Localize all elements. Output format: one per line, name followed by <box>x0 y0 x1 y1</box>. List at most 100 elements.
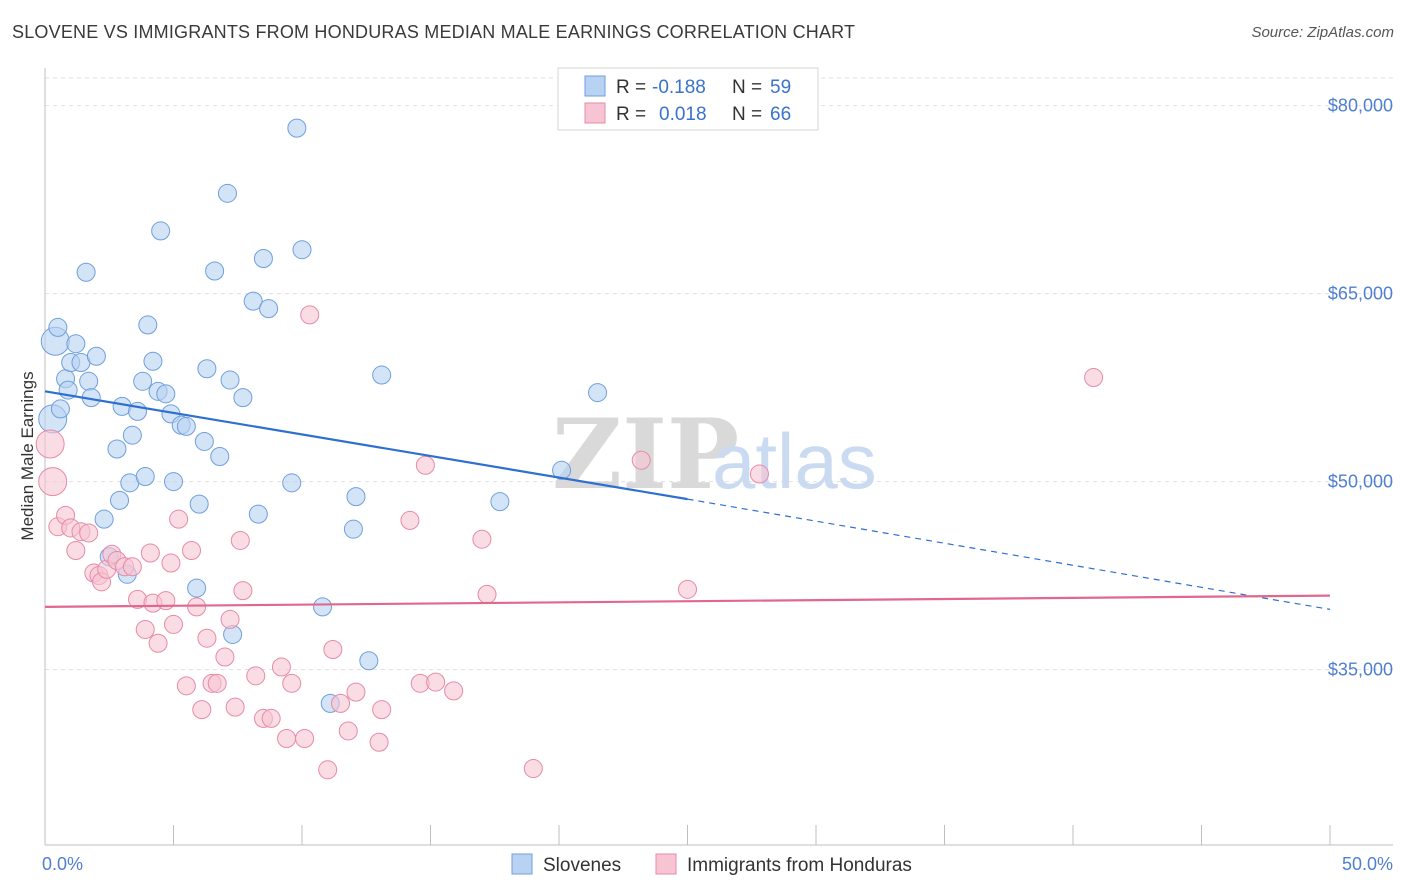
honduras-point <box>187 597 207 617</box>
slovene-point <box>86 346 106 366</box>
honduras-point <box>523 759 543 779</box>
honduras-point <box>169 509 189 529</box>
slovene-point <box>107 439 127 459</box>
honduras-point <box>426 672 446 692</box>
slovene-point <box>359 651 379 671</box>
honduras-point <box>295 728 315 748</box>
honduras-point <box>346 682 366 702</box>
honduras-point <box>164 614 183 634</box>
honduras-point <box>122 557 142 577</box>
slovene-point <box>133 371 153 391</box>
legend-r-value-1: -0.188 <box>652 77 706 98</box>
honduras-point <box>79 523 99 543</box>
honduras-point <box>261 708 281 728</box>
legend-swatch-slovenes <box>584 75 606 97</box>
honduras-point <box>1084 368 1104 388</box>
y-tick-label: $50,000 <box>1328 472 1393 492</box>
honduras-point <box>38 467 68 497</box>
slovene-point <box>343 519 363 539</box>
x-tick-label: 50.0% <box>1342 854 1393 874</box>
watermark-atlas: atlas <box>712 417 877 505</box>
honduras-point <box>225 697 245 717</box>
slovene-point <box>287 118 307 138</box>
honduras-trend-line <box>44 594 1331 608</box>
slovene-point <box>233 388 253 408</box>
slovene-point <box>243 291 263 311</box>
slovene-point <box>588 383 608 403</box>
honduras-point <box>233 581 253 601</box>
slovene-point <box>372 365 392 385</box>
slovene-point <box>346 487 366 507</box>
y-tick-labels: $35,000 $50,000 $65,000 $80,000 <box>1328 96 1393 680</box>
honduras-point <box>749 464 769 484</box>
honduras-point <box>282 673 302 693</box>
honduras-point <box>277 728 297 748</box>
honduras-point <box>66 540 86 560</box>
legend-r-label-2: R = <box>616 104 646 125</box>
slovene-point <box>176 416 196 436</box>
honduras-point <box>318 760 338 780</box>
watermark: ZIP atlas <box>552 398 877 511</box>
slovene-trend-line <box>44 390 688 501</box>
slovene-point <box>151 221 171 241</box>
trend-lines <box>44 390 1331 610</box>
source-label: Source: ZipAtlas.com <box>1251 24 1394 41</box>
slovene-point <box>48 317 68 337</box>
honduras-point <box>246 666 266 686</box>
honduras-point <box>181 540 201 560</box>
slovene-point <box>110 490 130 510</box>
x-tick-label: 0.0% <box>42 854 83 874</box>
honduras-point <box>415 455 435 475</box>
legend-n-value-1: 59 <box>770 77 791 98</box>
slovene-point <box>135 467 155 487</box>
legend-swatch-honduras <box>584 102 606 124</box>
honduras-point <box>35 429 65 459</box>
slovene-point <box>164 472 183 492</box>
chart-title: SLOVENE VS IMMIGRANTS FROM HONDURAS MEDI… <box>12 22 856 42</box>
slovene-point <box>50 399 70 419</box>
slovene-point <box>143 351 163 371</box>
slovene-point <box>122 425 142 445</box>
honduras-point <box>161 553 181 573</box>
slovene-point <box>187 578 207 598</box>
y-tick-label: $80,000 <box>1328 96 1393 116</box>
slovene-point <box>76 262 96 282</box>
slovene-trend-extension <box>687 498 1331 610</box>
grid-lines <box>45 77 1393 671</box>
slovene-point <box>79 371 99 391</box>
honduras-point <box>197 628 217 648</box>
honduras-point <box>338 721 358 741</box>
slovene-point <box>94 509 114 529</box>
honduras-point <box>372 700 392 720</box>
slovene-point <box>259 299 279 319</box>
honduras-point <box>477 584 497 604</box>
honduras-point <box>400 510 420 530</box>
bottom-legend-label-slovenes: Slovenes <box>543 855 621 876</box>
slovene-point <box>210 447 230 466</box>
honduras-point <box>331 693 351 713</box>
slovene-point <box>313 597 333 617</box>
honduras-point <box>220 609 240 629</box>
legend-r-label-1: R = <box>616 77 646 98</box>
honduras-point <box>323 639 343 659</box>
y-tick-label: $35,000 <box>1328 660 1393 680</box>
slovene-point <box>189 494 209 514</box>
slovene-point <box>194 431 214 451</box>
slovene-point <box>253 248 273 268</box>
legend-n-label-2: N = <box>732 104 762 125</box>
bottom-legend-swatch-honduras <box>655 853 677 875</box>
honduras-point <box>207 673 227 693</box>
slovene-point <box>282 473 302 493</box>
bottom-legend-swatch-slovenes <box>511 853 533 875</box>
legend-r-value-2: 0.018 <box>659 104 707 125</box>
honduras-point <box>215 647 235 667</box>
slovene-point <box>156 384 176 404</box>
x-tick-labels: 0.0% 50.0% <box>42 854 1393 874</box>
honduras-point <box>148 633 168 653</box>
legend-n-value-2: 66 <box>770 104 791 125</box>
honduras-point <box>472 529 492 549</box>
x-tick-marks <box>44 825 1331 845</box>
honduras-point <box>369 732 389 752</box>
bottom-legend-label-honduras: Immigrants from Honduras <box>687 855 912 876</box>
